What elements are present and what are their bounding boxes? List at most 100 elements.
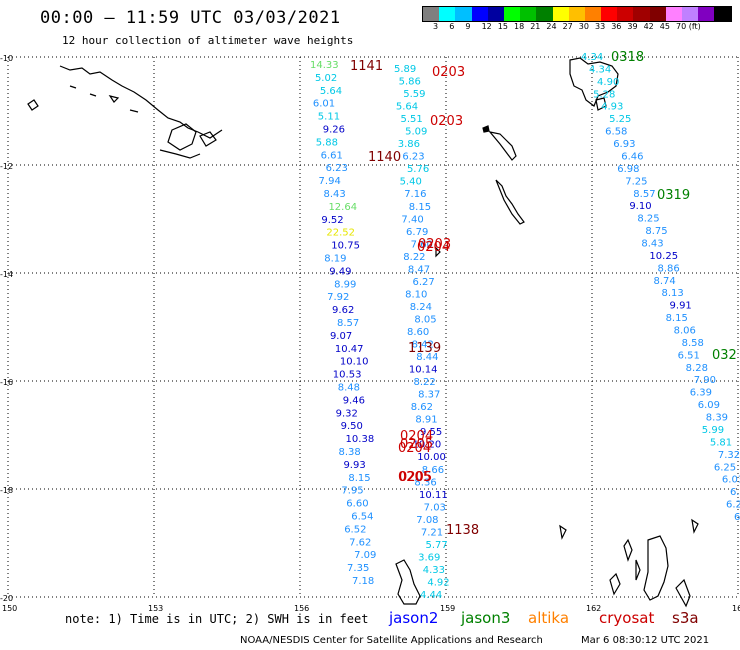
wave-height-value: 8.15 [666,313,688,324]
color-swatch [423,7,440,21]
color-swatch [714,7,731,21]
wave-height-value: 8.86 [657,263,679,274]
track-id-label: 1141 [350,59,383,74]
wave-height-value: 8.91 [415,415,437,426]
wave-height-value: 7.90 [694,375,716,386]
wave-height-value: 5.88 [316,137,338,148]
coastline [27,57,699,608]
wave-height-value: 5.59 [403,89,425,100]
legend-item-jason3: jason3 [461,609,511,627]
wave-height-value: 5.99 [702,425,724,436]
wave-height-value: 6.46 [621,151,643,162]
wave-height-value: 6.93 [613,139,635,150]
wave-height-value: 10.75 [331,241,360,252]
wave-height-value: 9.07 [330,331,352,342]
wave-height-value: 10.38 [346,434,375,445]
track-id-label: 0205 [399,470,432,485]
wave-height-value: 8.15 [409,202,431,213]
track-id-label: 0203 [418,237,451,252]
wave-height-value: 6.09 [698,400,720,411]
wave-height-value: 7.18 [352,576,374,587]
color-scale-label: 45 [659,22,670,31]
wave-height-value: 5.76 [407,164,429,175]
footnote: note: 1) Time is in UTC; 2) SWH is in fe… [65,612,369,626]
latitude-tick-label: -18 [0,486,13,495]
track-id-label: 1139 [408,341,441,356]
wave-height-value: 8.38 [339,447,361,458]
wave-height-value: 10.47 [335,344,364,355]
wave-height-value: 10.00 [417,452,446,463]
wave-height-value: 8.10 [405,289,427,300]
wave-height-value: 8.06 [674,326,696,337]
wave-height-value: 8.99 [334,279,356,290]
legend-item-jason2: jason2 [389,609,439,627]
track-id-label: 0205 [400,437,433,452]
wave-height-value: 5.81 [710,437,732,448]
wave-height-value: 8.28 [686,363,708,374]
wave-height-value: 6.27 [726,500,740,511]
wave-height-value: 8.48 [338,383,360,394]
wave-height-value: 4.33 [423,565,445,576]
color-scale-label: 18 [514,22,525,31]
wave-height-value: 7.40 [401,214,423,225]
wave-height-value: 5.28 [593,89,615,100]
color-scale-label: 70 (ft) [676,22,701,31]
wave-height-value: 8.22 [413,377,435,388]
wave-height-value: 8.19 [324,254,346,265]
color-scale-label: 30 [578,22,589,31]
wave-height-value: 8.13 [662,288,684,299]
wave-height-value: 6.60 [346,499,368,510]
wave-height-value: 8.39 [706,413,728,424]
wave-height-value: 6.51 [678,350,700,361]
longitude-tick-label: 162 [586,604,601,613]
color-swatch [487,7,504,21]
wave-height-value: 6.25 [714,462,736,473]
track-id-label: 0203 [432,65,465,80]
wave-height-value: 9.55 [420,427,442,438]
wave-height-value: 7.25 [625,176,647,187]
wave-height-value: 6.01 [313,99,335,110]
credit-line: NOAA/NESDIS Center for Satellite Applica… [240,635,543,646]
wave-height-value: 8.74 [653,276,675,287]
wave-height-value: 7.16 [404,189,426,200]
longitude-tick-label: 150 [2,604,17,613]
track-id-label: 1138 [446,523,479,538]
color-swatch [439,7,456,21]
wave-height-value: 8.47 [408,264,430,275]
color-swatch [617,7,634,21]
wave-height-value: 8.24 [410,302,432,313]
wave-height-value: 9.10 [629,201,651,212]
longitude-tick-label: 165 [732,604,740,613]
wave-height-value: 12.64 [328,202,357,213]
wave-height-value: 7.95 [341,486,363,497]
color-swatch [568,7,585,21]
wave-height-value: 22.52 [326,228,355,239]
track-id-label: 1140 [368,150,401,165]
wave-height-value: 9.49 [329,266,351,277]
wave-height-value: 8.25 [637,214,659,225]
color-scale-label: 27 [562,22,573,31]
wave-height-value: 6.39 [690,388,712,399]
wave-height-value: 5.77 [426,540,448,551]
wave-height-value: 4.92 [427,577,449,588]
wave-height-value: 5.89 [394,64,416,75]
wave-height-value: 8.05 [414,314,436,325]
color-scale-label: 15 [497,22,508,31]
wave-height-value: 6.23 [402,152,424,163]
wave-height-value: 9.93 [343,460,365,471]
wave-height-value: 7.03 [424,502,446,513]
wave-height-value: 6.23 [326,163,348,174]
wave-height-value: 10.10 [340,357,369,368]
track-id-label: 0318 [611,50,644,65]
latitude-tick-label: -16 [0,378,13,387]
color-swatch [471,7,488,21]
wave-height-value: 8.66 [422,465,444,476]
color-swatch [698,7,715,21]
wave-height-value: 4.34 [581,52,603,63]
wave-height-value: 8.42 [412,340,434,351]
wave-height-value: 7.32 [718,450,740,461]
legend-item-cryosat: cryosat [599,609,655,627]
latitude-tick-label: -10 [0,54,13,63]
wave-height-value: 6.79 [406,227,428,238]
